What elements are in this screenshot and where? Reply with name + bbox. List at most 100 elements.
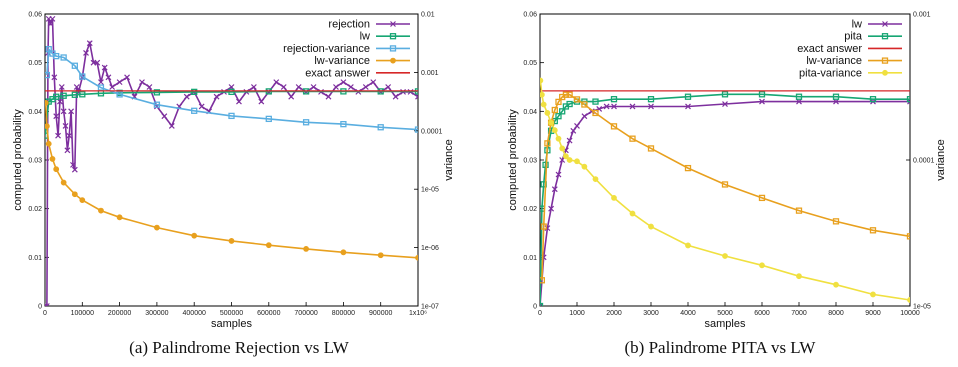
chart-b-legend-marker <box>881 57 889 64</box>
chart-a-point-rejection <box>60 108 67 115</box>
chart-a-point-rejection <box>64 147 71 154</box>
chart-a-xtick-label: 200000 <box>108 310 131 317</box>
chart-a-point-rejection-variance <box>45 71 51 79</box>
chart-a-xlabel: samples <box>211 318 252 330</box>
chart-b-point-lw <box>551 186 558 193</box>
chart-b-point-pita-variance <box>544 110 551 116</box>
chart-b-point-pita-variance <box>540 91 545 98</box>
chart-b-point-pita-variance <box>574 158 580 165</box>
chart-a-point-lw-variance <box>60 179 67 186</box>
chart-a-point-rejection <box>258 98 265 105</box>
chart-a-xtick-label: 100000 <box>71 310 94 317</box>
chart-b-xtick-label: 2000 <box>606 310 622 317</box>
chart-a-point-rejection <box>98 79 104 86</box>
chart-b-point-lw <box>555 171 562 178</box>
chart-b-xlabel: samples <box>705 318 746 330</box>
chart-b-point-pita-variance <box>722 253 728 259</box>
chart-a-xtick-label: 600000 <box>257 310 280 317</box>
chart-b-point-pita <box>758 91 766 98</box>
chart-a-ytick-label: 0.03 <box>28 158 42 165</box>
chart-a-point-rejection <box>362 84 369 90</box>
chart-a-point-rejection-variance <box>116 91 123 98</box>
chart-b-point-lw-variance <box>684 164 692 172</box>
chart-a-point-rejection <box>168 123 175 129</box>
chart-b-xtick-label: 10000 <box>900 310 920 317</box>
chart-a-point-rejection <box>124 74 130 81</box>
chart-a-point-rejection <box>45 303 50 306</box>
chart-b-point-lw-variance <box>647 145 655 152</box>
chart-a-point-rejection <box>295 84 302 90</box>
chart-a-point-lw <box>191 88 198 96</box>
chart-a-ytick-label: 0.05 <box>28 60 42 67</box>
chart-a-point-rejection-variance <box>60 54 67 61</box>
chart-b: 0 0.01 0.02 0.03 0.04 0.05 0.06 0 1000 2000 3000 40… <box>507 12 947 358</box>
chart-b-ytick-label: 0.03 <box>523 158 537 165</box>
chart-b-point-lw <box>548 205 555 212</box>
chart-a-xtick-label: 900000 <box>369 310 392 317</box>
chart-b-xtick-label: 6000 <box>754 310 770 317</box>
chart-b-xtick-label: 8000 <box>828 310 844 317</box>
chart-a-point-rejection <box>198 103 205 110</box>
chart-a-point-rejection <box>49 15 56 22</box>
chart-b-point-pita-variance <box>581 163 588 170</box>
chart-a-point-lw <box>53 93 60 100</box>
chart-a-point-rejection <box>228 84 235 90</box>
chart-b-point-lw-variance <box>540 277 545 284</box>
chart-a-point-rejection <box>273 79 280 86</box>
chart-a-y2tick-label: 1e-06 <box>421 245 439 252</box>
chart-a-point-rejection-variance <box>79 73 86 80</box>
chart-b-point-pita <box>832 93 840 100</box>
chart-a-xtick-label: 400000 <box>183 310 206 317</box>
chart-b-line-pita <box>540 93 910 306</box>
chart-a-point-rejection <box>109 84 116 90</box>
chart-a-point-rejection <box>116 79 123 86</box>
chart-a-point-rejection <box>94 59 101 66</box>
chart-a-point-rejection <box>83 50 89 56</box>
chart-a-legend-label: lw-variance <box>314 55 370 67</box>
chart-a-point-lw-variance <box>153 224 160 231</box>
chart-b-point-lw-variance <box>551 106 558 114</box>
chart-b-point-lw <box>759 98 765 105</box>
chart-b-point-lw <box>629 103 636 110</box>
chart-b-point-pita-variance <box>540 101 547 108</box>
chart-a-caption: (a) Palindrome Rejection vs LW <box>129 338 350 357</box>
chart-a-point-lw-variance <box>45 100 49 106</box>
chart-b-ylabel: computed probability <box>507 109 519 211</box>
chart-a-point-lw <box>79 91 86 98</box>
chart-a-point-rejection-variance <box>414 126 418 133</box>
chart-b-legend-label: pita <box>844 31 863 43</box>
chart-b-point-pita-variance <box>907 297 910 303</box>
chart-b-point-pita-variance <box>540 77 544 84</box>
chart-a-point-rejection <box>183 93 190 100</box>
chart-b-series-pita <box>540 91 910 306</box>
chart-b-point-pita-variance <box>870 291 876 298</box>
chart-a-point-rejection <box>62 123 69 129</box>
chart-a-point-rejection <box>58 84 65 90</box>
chart-a-point-lw-variance <box>98 207 104 214</box>
chart-a-point-rejection <box>55 132 61 139</box>
chart-a-point-rejection-variance <box>340 120 347 128</box>
chart-a-point-rejection <box>161 113 168 120</box>
chart-b-point-lw <box>581 113 588 120</box>
chart-a-point-rejection <box>325 93 332 100</box>
chart-a-point-rejection <box>370 79 377 86</box>
chart-b-point-lw-variance <box>544 140 551 147</box>
chart-a-ytick-label: 0.04 <box>28 109 42 116</box>
chart-a-point-rejection <box>53 113 60 120</box>
chart-a: 0 0.01 0.02 0.03 0.04 0.05 0.06 0 100000 200000 30… <box>12 12 455 358</box>
chart-b-xtick-label: 5000 <box>717 310 733 317</box>
chart-b-point-lw-variance <box>592 109 599 117</box>
chart-a-point-rejection <box>385 84 392 90</box>
chart-b-y2tick-label: 0.0001 <box>913 158 935 165</box>
chart-b-point-pita <box>592 98 599 105</box>
chart-b-point-lw <box>540 303 543 306</box>
chart-b-point-lw-variance <box>906 233 910 240</box>
chart-a-legend-label: rejection <box>328 19 370 31</box>
chart-a-y2tick-label: 0.001 <box>421 70 439 77</box>
chart-a-legend-marker <box>390 57 396 64</box>
chart-a-point-rejection <box>47 20 54 27</box>
chart-a-point-rejection <box>56 98 63 105</box>
chart-a-point-rejection-variance <box>45 46 52 53</box>
chart-b-point-lw-variance <box>758 194 766 202</box>
chart-a-point-rejection <box>68 108 75 115</box>
